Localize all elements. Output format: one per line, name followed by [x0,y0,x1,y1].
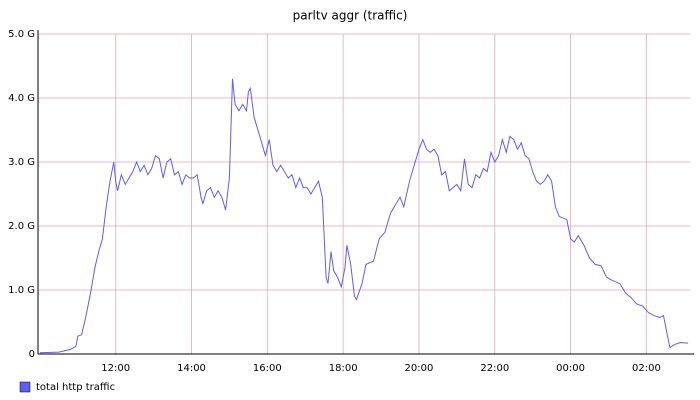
y-tick-label: 4.0 G [8,93,35,104]
y-tick-label: 1.0 G [8,285,35,296]
x-tick-label: 22:00 [480,363,509,374]
x-tick-label: 02:00 [632,363,661,374]
x-tick-label: 16:00 [253,363,282,374]
y-tick-label: 2.0 G [8,221,35,232]
y-tick-label: 0 [29,349,35,360]
x-tick-label: 20:00 [405,363,434,374]
legend-swatch [19,381,31,393]
y-tick-label: 3.0 G [8,157,35,168]
chart-title: parltv aggr (traffic) [293,9,408,23]
x-tick-label: 14:00 [177,363,206,374]
data-line [39,78,689,354]
x-tick-label: 18:00 [329,363,358,374]
legend-label: total http traffic [36,382,115,393]
x-tick-label: 00:00 [556,363,585,374]
x-tick-label: 12:00 [101,363,130,374]
y-tick-label: 5.0 G [8,29,35,40]
